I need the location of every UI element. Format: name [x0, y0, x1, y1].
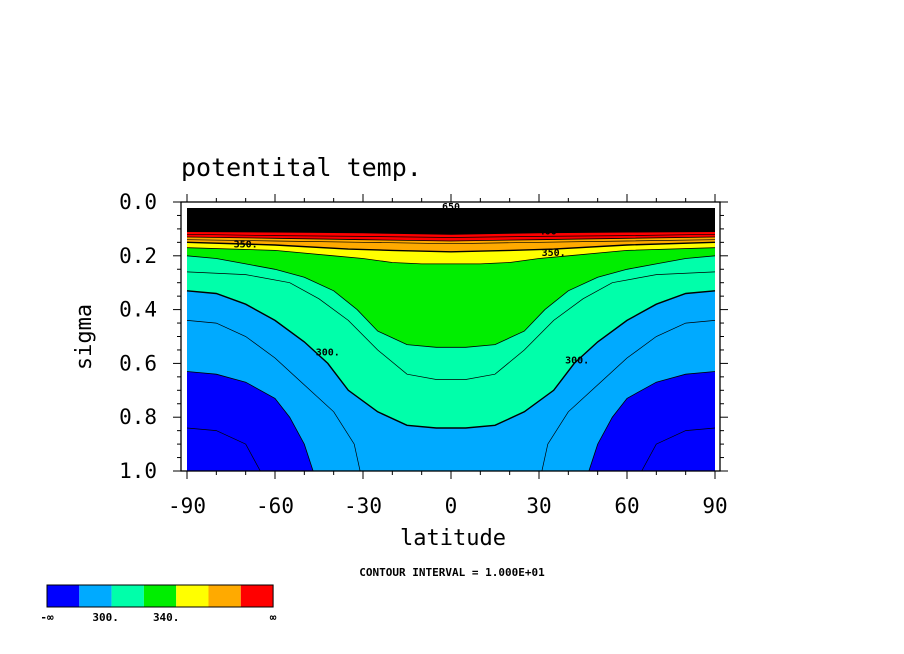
contour-lines	[186, 220, 716, 472]
contour-fill-bands	[187, 208, 715, 471]
contour-label: 350.	[542, 248, 566, 259]
colorbar-swatch	[208, 585, 241, 607]
x-tick-label: 0	[445, 494, 458, 518]
colorbar-label: 340.	[153, 611, 180, 624]
x-axis-label: latitude	[400, 526, 506, 551]
contour-line-extra-5	[186, 239, 716, 245]
contour-label: 300.	[565, 355, 589, 366]
contour-label: 500	[231, 213, 249, 224]
y-tick-label: 0.0	[119, 190, 157, 214]
contour-line-extra-7	[186, 227, 716, 231]
contour-line-7	[186, 220, 716, 224]
contour-label: 400	[539, 226, 557, 237]
colorbar: -∞ 300. 340. ∞	[40, 584, 277, 624]
x-tick-label: 30	[526, 494, 551, 518]
y-tick-label: 0.2	[119, 244, 157, 268]
colorbar-frame	[46, 584, 274, 608]
contour-label: 450	[231, 218, 249, 229]
contour-line-extra-3	[541, 320, 716, 472]
y-tick-label: 0.6	[119, 351, 157, 375]
contour-label: 300.	[316, 347, 340, 358]
colorbar-swatch	[111, 585, 144, 607]
y-tick-label: 0.4	[119, 298, 157, 322]
contour-label: 550	[231, 207, 249, 218]
contour-interval-text: CONTOUR INTERVAL = 1.000E+01	[359, 566, 545, 579]
contour-label: 350.	[234, 240, 258, 251]
x-tick-label: -30	[344, 494, 382, 518]
x-tick-label: -90	[168, 494, 206, 518]
chart-title: potentital temp.	[181, 153, 422, 182]
x-tick-label: -60	[256, 494, 294, 518]
contour-line-extra-0	[186, 427, 261, 472]
colorbar-swatch	[240, 585, 274, 607]
y-tick-labels: 0.0 0.2 0.4 0.6 0.8 1.0	[119, 190, 157, 483]
contour-line-6	[186, 231, 716, 235]
contour-line-2	[186, 255, 716, 348]
colorbar-label: -∞	[40, 611, 54, 624]
contour-label: 400	[231, 224, 249, 235]
contour-line-extra-4	[186, 271, 716, 380]
contour-line-4	[186, 241, 716, 253]
y-tick-label: 1.0	[119, 459, 157, 483]
contour-label: 550	[539, 207, 557, 218]
contour-label: 450	[539, 218, 557, 229]
contour-band-top	[187, 208, 715, 224]
axis-ticks	[173, 194, 728, 479]
x-tick-label: 60	[614, 494, 639, 518]
colorbar-label: 300.	[92, 611, 119, 624]
contour-label: 500	[539, 213, 557, 224]
colorbar-swatch	[47, 585, 80, 607]
contour-line-3	[186, 247, 716, 265]
y-tick-label: 0.8	[119, 405, 157, 429]
colorbar-swatch	[143, 585, 177, 607]
colorbar-swatch	[176, 585, 209, 607]
x-tick-labels: -90 -60 -30 0 30 60 90	[168, 494, 728, 518]
contour-line-1	[186, 290, 716, 429]
contour-line-extra-6	[186, 233, 716, 238]
contour-line-extra-1	[641, 427, 716, 472]
contour-label: 650	[442, 202, 460, 213]
colorbar-label: ∞	[270, 611, 277, 624]
contour-line-extra-8	[186, 224, 716, 228]
y-axis-label: sigma	[72, 304, 97, 370]
contour-line-5	[186, 236, 716, 242]
colorbar-swatch	[79, 585, 112, 607]
x-tick-label: 90	[702, 494, 727, 518]
contour-line-extra-2	[186, 320, 361, 472]
